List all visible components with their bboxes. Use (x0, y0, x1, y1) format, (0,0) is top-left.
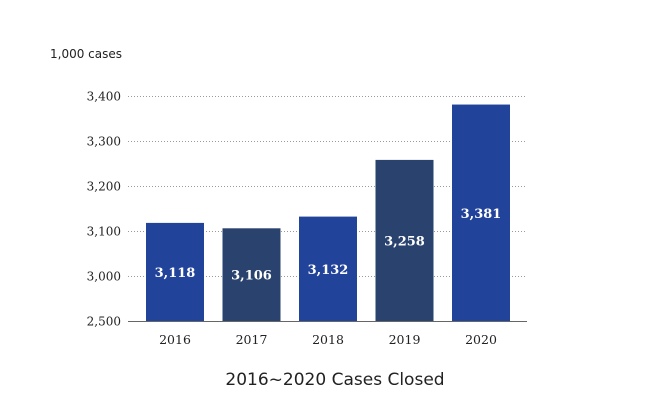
y-tick-label: 3,400 (87, 90, 121, 104)
y-tick-label: 3,100 (87, 225, 121, 239)
x-tick-label: 2016 (159, 332, 191, 347)
y-tick-label: 3,200 (87, 180, 121, 194)
bar-value-labels: 3,118 3,106 3,132 3,258 3,381 (155, 207, 502, 284)
y-tick-label: 2,500 (87, 315, 121, 329)
bar-value-label: 3,106 (231, 269, 272, 284)
x-tick-label: 2018 (312, 332, 344, 347)
bar-2020 (452, 104, 510, 321)
y-axis-ticks: 2,500 3,000 3,100 3,200 3,300 3,400 (87, 90, 121, 329)
x-tick-label: 2019 (389, 332, 421, 347)
y-axis-unit-label: 1,000 cases (50, 47, 122, 61)
bars (146, 104, 510, 321)
bar-2019 (375, 159, 434, 321)
bar-value-label: 3,258 (384, 234, 425, 249)
bar-2016 (146, 222, 204, 321)
bar-value-label: 3,381 (461, 207, 502, 222)
x-axis-ticks: 2016 2017 2018 2019 2020 (159, 332, 497, 347)
x-tick-label: 2020 (465, 332, 497, 347)
y-tick-label: 3,000 (87, 270, 121, 284)
y-tick-label: 3,300 (87, 135, 121, 149)
x-tick-label: 2017 (236, 332, 268, 347)
chart-title: 2016~2020 Cases Closed (225, 370, 445, 390)
bar-value-label: 3,118 (155, 266, 196, 281)
bar-2017 (222, 228, 281, 321)
bar-2018 (299, 216, 357, 321)
bar-value-label: 3,132 (308, 263, 349, 278)
